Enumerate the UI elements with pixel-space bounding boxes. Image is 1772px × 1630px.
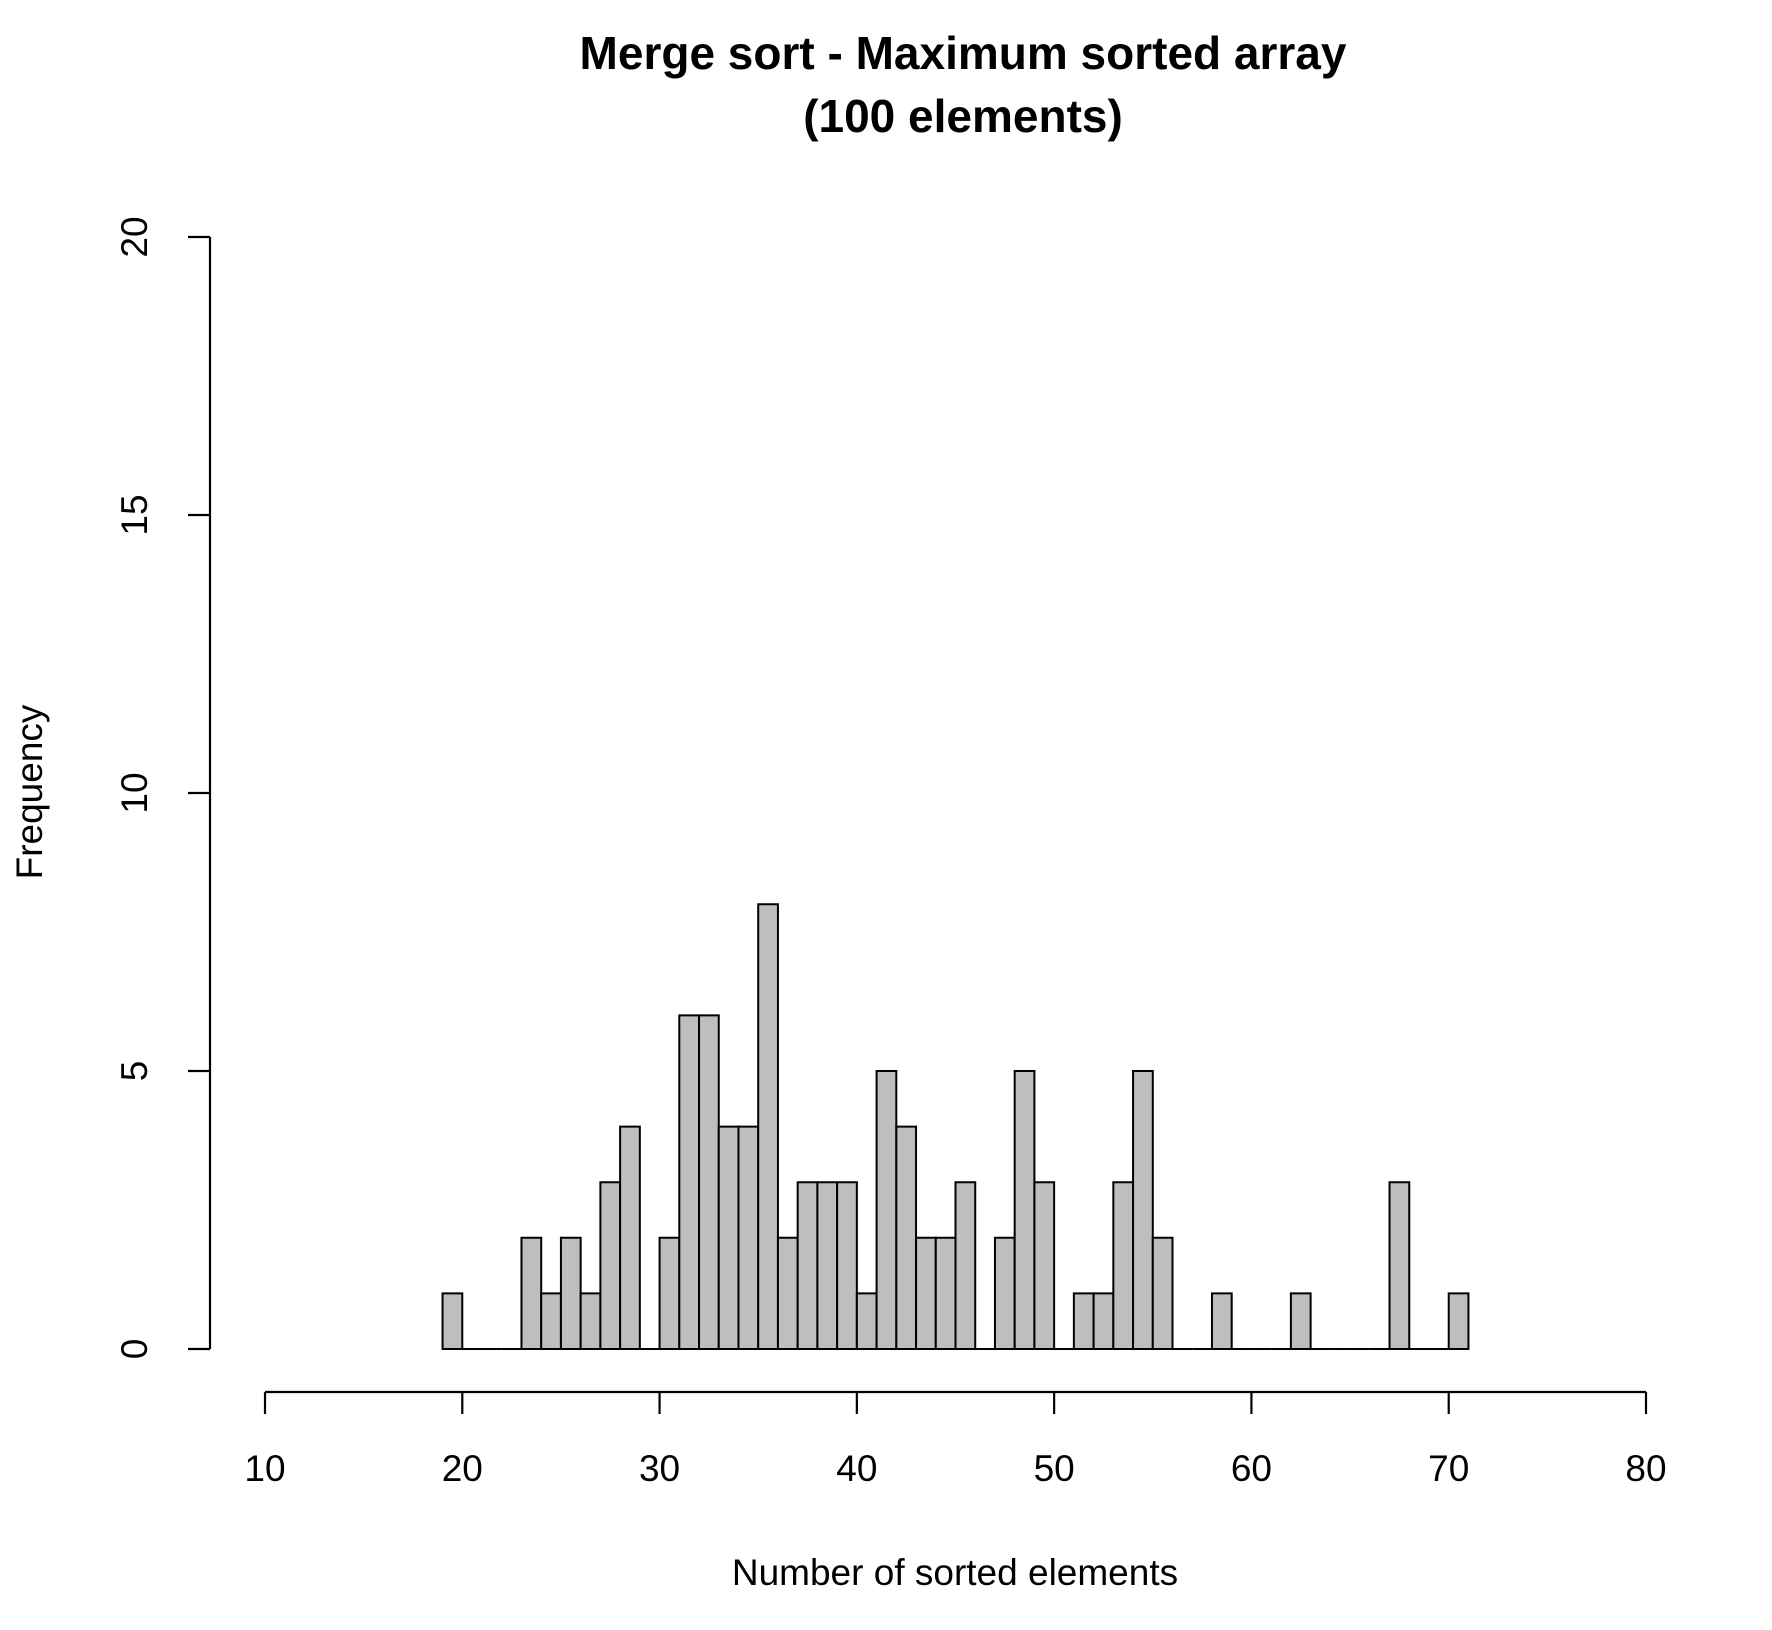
y-tick-label: 20 [114,216,155,257]
x-tick-label: 30 [639,1448,680,1489]
bar [757,903,779,1350]
x-tick-label: 50 [1034,1448,1075,1489]
bar [579,1292,602,1350]
bar [1447,1292,1470,1350]
bar [540,1292,562,1350]
bar [1092,1292,1115,1350]
bar [658,1236,681,1350]
bar [796,1181,819,1350]
bar [1013,1070,1036,1350]
bar [599,1181,622,1350]
bar [993,1236,1016,1350]
bar [836,1181,858,1350]
bar [717,1125,740,1350]
bar [1132,1070,1154,1350]
chart-subtitle: (100 elements) [803,90,1123,142]
chart-title: Merge sort - Maximum sorted array [580,27,1347,79]
x-tick-label: 20 [442,1448,483,1489]
x-tick-label: 70 [1428,1448,1469,1489]
bar [934,1236,957,1350]
y-axis-title: Frequency [9,704,50,879]
bar [875,1070,898,1350]
bar [441,1292,464,1350]
x-tick-label: 80 [1625,1448,1666,1489]
bar [1033,1181,1056,1350]
bar [1112,1181,1135,1350]
bar [816,1181,839,1350]
bar [520,1236,543,1350]
y-tick-label: 5 [114,1061,155,1082]
y-tick-label: 10 [114,772,155,813]
bar [619,1125,641,1350]
x-tick-label: 60 [1231,1448,1272,1489]
bar [678,1014,701,1350]
bar [559,1236,582,1350]
bar [855,1292,878,1350]
bar [737,1125,760,1350]
bar [1072,1292,1095,1350]
x-tick-label: 10 [244,1448,285,1489]
bar [698,1014,720,1350]
bar [1289,1292,1312,1350]
x-tick-label: 40 [836,1448,877,1489]
bar [1388,1181,1411,1350]
bar [895,1125,918,1350]
y-tick-label: 15 [114,494,155,535]
bar [1151,1236,1174,1350]
bar [1210,1292,1233,1350]
bar [915,1236,937,1350]
y-tick-label: 0 [114,1339,155,1360]
bar [776,1236,799,1350]
bar [954,1181,977,1350]
x-axis-title: Number of sorted elements [732,1552,1178,1593]
